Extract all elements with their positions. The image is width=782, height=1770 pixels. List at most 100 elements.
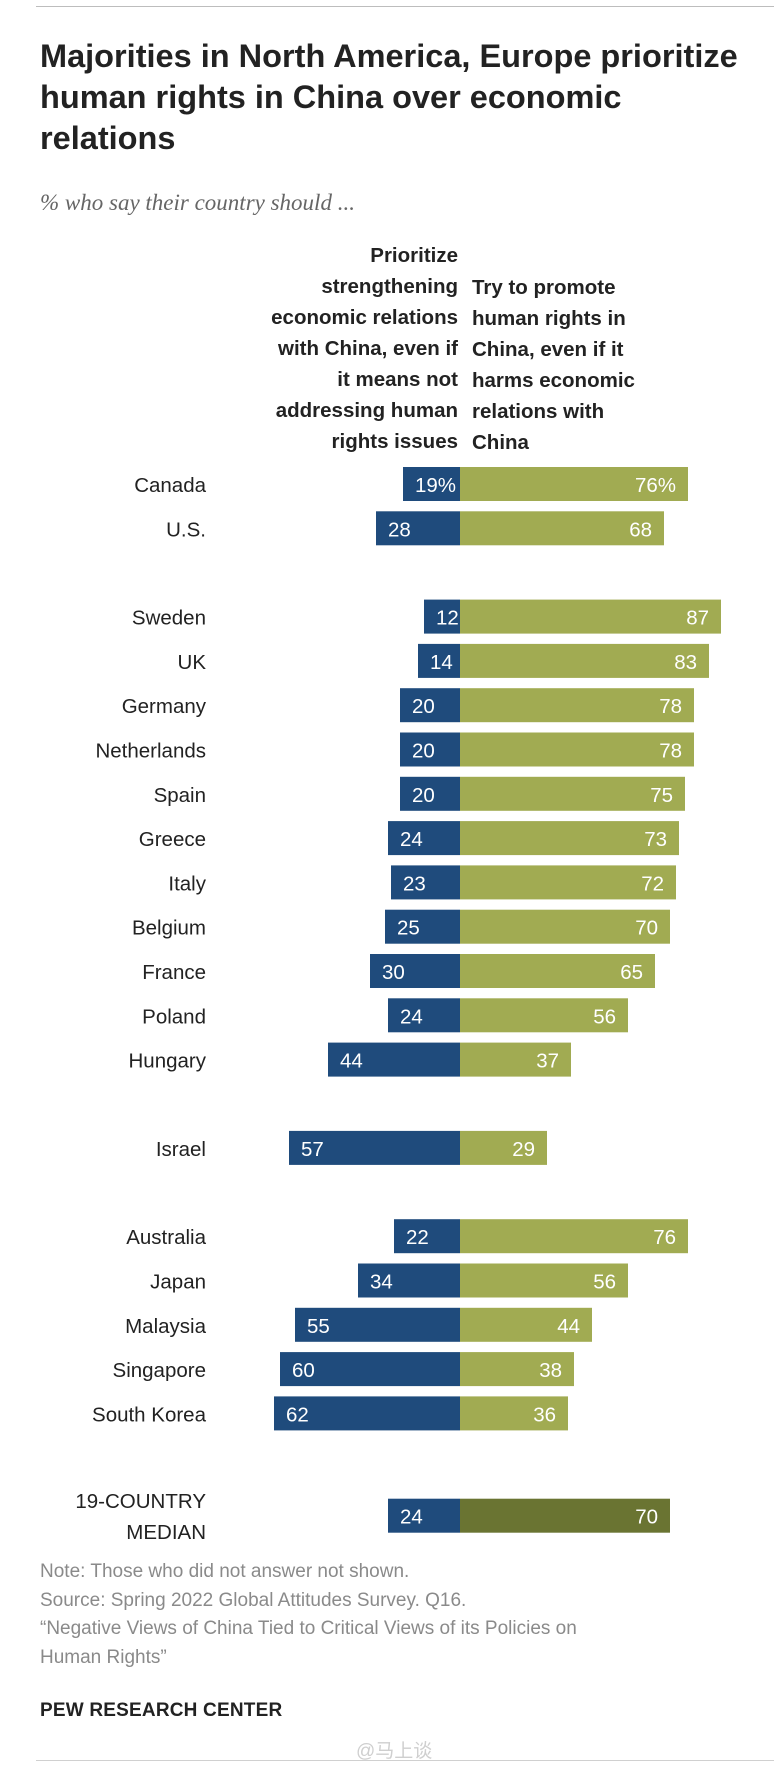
bar-label-rights: 68 [629,518,652,541]
bar-label-economic: 23 [403,872,426,895]
bar-rights [460,776,685,811]
country-label: 19-COUNTRY [75,1490,206,1513]
bar-label-economic: 44 [340,1050,363,1073]
bar-label-economic: 20 [412,740,435,763]
column-header-economic: Prioritize strengthening economic relati… [271,240,458,457]
column-header-line: it means not [337,368,458,391]
bar-label-economic: 60 [292,1359,315,1382]
bar-label-economic: 24 [400,1506,423,1529]
bar-economic [424,599,460,634]
bar-rights [460,1263,628,1298]
bar-economic [400,776,460,811]
bar-economic [388,1498,460,1533]
bar-economic [400,688,460,723]
bar-label-rights: 36 [533,1403,556,1426]
bar-row: Germany 20 78 [122,688,694,723]
bar-economic [280,1352,460,1387]
bar-row: South Korea 62 36 [92,1396,568,1431]
bar-row: Hungary 44 37 [129,1042,571,1077]
bar-label-rights: 83 [674,651,697,674]
bar-label-rights: 78 [659,740,682,763]
country-label: Greece [139,828,206,851]
bar-label-rights: 56 [593,1271,616,1294]
column-header-line: strengthening [321,275,458,298]
bar-rights [460,998,628,1033]
bar-label-economic: 14 [430,651,453,674]
bar-row: Greece 24 73 [139,821,679,856]
bar-label-economic: 19% [415,474,456,497]
bar-rights [460,1042,571,1077]
bar-row: Australia 22 76 [126,1219,688,1254]
bar-economic [328,1042,460,1077]
bar-rights [460,1219,688,1254]
bar-rights [460,909,670,944]
column-header-line: with China, even if [278,337,458,360]
bar-label-rights: 72 [641,872,664,895]
bar-label-rights: 78 [659,695,682,718]
country-label: Poland [142,1005,206,1028]
bar-rights [460,599,721,634]
column-header-line: Prioritize [370,244,458,267]
country-label: Belgium [132,917,206,940]
report-title-line-2: Human Rights” [40,1646,167,1668]
column-header-line: economic relations [271,306,458,329]
bar-label-economic: 30 [382,961,405,984]
bar-label-economic: 28 [388,518,411,541]
bar-row: Canada 19% 76% [134,467,688,501]
bar-row: Sweden 12 87 [132,599,721,634]
bar-economic [394,1219,460,1254]
bar-label-rights: 70 [635,1506,658,1529]
bar-label-rights: 73 [644,828,667,851]
bar-label-economic: 12 [436,607,459,630]
bar-label-economic: 20 [412,784,435,807]
bar-row: Singapore 60 38 [113,1352,574,1387]
column-header-rights: Try to promote human rights in China, ev… [472,272,635,458]
column-header-line: addressing human [275,399,458,422]
country-label: Netherlands [95,740,206,763]
bar-row: Belgium 25 70 [132,909,670,944]
country-label: Germany [122,695,207,718]
column-header-line: China [472,431,529,454]
source-text: Source: Spring 2022 Global Attitudes Sur… [40,1589,467,1611]
bar-economic [376,511,460,546]
diverging-bar-chart: Canada 19% 76% U.S. 28 68 Sweden 12 87 UK 14 83 Germ… [75,467,721,1544]
bar-label-rights: 70 [635,917,658,940]
column-header-line: Try to promote [472,276,616,299]
country-label: Japan [150,1271,206,1294]
bar-economic [400,732,460,767]
bar-label-rights: 44 [557,1315,580,1338]
bar-label-rights: 75 [650,784,673,807]
bar-economic [385,909,460,944]
country-label: MEDIAN [126,1521,206,1544]
column-header-line: China, even if it [472,338,624,361]
bar-label-economic: 22 [406,1226,429,1249]
bar-label-rights: 87 [686,607,709,630]
country-label: Hungary [129,1050,207,1073]
bar-row: Italy 23 72 [168,865,676,900]
country-label: Spain [154,784,206,807]
bar-row: Malaysia 55 44 [125,1307,592,1342]
bar-row: Israel 57 29 [156,1130,547,1165]
bar-economic [295,1307,460,1342]
country-label: Singapore [113,1359,206,1382]
bar-rights [460,511,664,546]
bar-economic [388,821,460,856]
bar-label-economic: 62 [286,1403,309,1426]
chart-subtitle: % who say their country should ... [40,190,355,215]
bar-row: Poland 24 56 [142,998,628,1033]
bar-row: Japan 34 56 [150,1263,628,1298]
country-label: Italy [168,872,206,895]
bar-economic [370,954,460,988]
bar-label-economic: 34 [370,1271,393,1294]
bar-rights [460,865,676,900]
chart-title: Majorities in North America, Europe prio… [40,38,738,156]
bottom-rule [36,1760,774,1761]
bar-label-rights: 56 [593,1005,616,1028]
note-text: Note: Those who did not answer not shown… [40,1561,410,1582]
column-header-line: human rights in [472,307,626,330]
bar-label-rights: 76 [653,1226,676,1249]
bar-label-economic: 24 [400,828,423,851]
bar-label-rights: 38 [539,1359,562,1382]
country-label: Australia [126,1226,206,1249]
bar-economic [274,1396,460,1431]
